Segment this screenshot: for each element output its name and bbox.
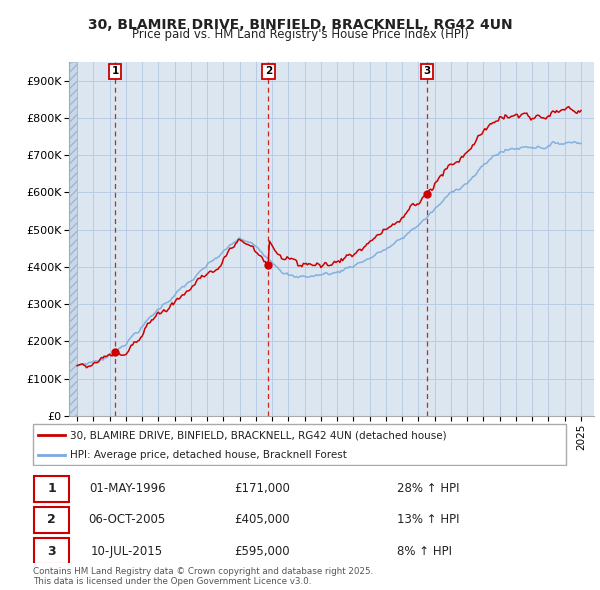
Text: 2: 2 [265,66,272,76]
Text: £405,000: £405,000 [235,513,290,526]
Text: £171,000: £171,000 [234,483,290,496]
Text: Contains HM Land Registry data © Crown copyright and database right 2025.
This d: Contains HM Land Registry data © Crown c… [33,567,373,586]
Text: 2: 2 [47,513,56,526]
Text: £595,000: £595,000 [235,545,290,558]
Text: 30, BLAMIRE DRIVE, BINFIELD, BRACKNELL, RG42 4UN: 30, BLAMIRE DRIVE, BINFIELD, BRACKNELL, … [88,18,512,32]
Text: 3: 3 [423,66,431,76]
FancyBboxPatch shape [34,476,70,502]
Text: 01-MAY-1996: 01-MAY-1996 [89,483,166,496]
Text: Price paid vs. HM Land Registry's House Price Index (HPI): Price paid vs. HM Land Registry's House … [131,28,469,41]
FancyBboxPatch shape [33,424,566,466]
Text: 28% ↑ HPI: 28% ↑ HPI [397,483,460,496]
Text: 13% ↑ HPI: 13% ↑ HPI [397,513,460,526]
FancyBboxPatch shape [34,538,70,565]
Text: 1: 1 [47,483,56,496]
Text: 8% ↑ HPI: 8% ↑ HPI [397,545,452,558]
Text: 06-OCT-2005: 06-OCT-2005 [89,513,166,526]
Text: 1: 1 [112,66,119,76]
Text: 10-JUL-2015: 10-JUL-2015 [91,545,163,558]
FancyBboxPatch shape [34,507,70,533]
Text: 3: 3 [47,545,56,558]
Text: 30, BLAMIRE DRIVE, BINFIELD, BRACKNELL, RG42 4UN (detached house): 30, BLAMIRE DRIVE, BINFIELD, BRACKNELL, … [71,430,447,440]
Text: HPI: Average price, detached house, Bracknell Forest: HPI: Average price, detached house, Brac… [71,450,347,460]
